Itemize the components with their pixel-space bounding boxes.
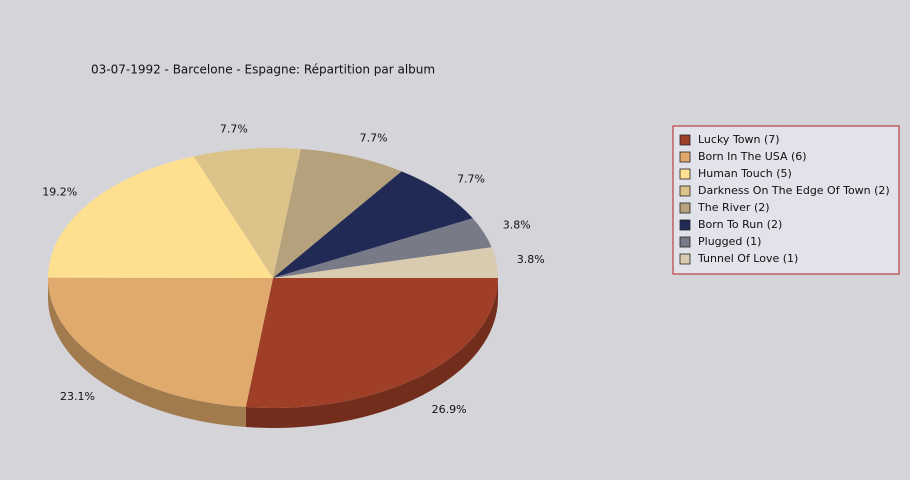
slice: [48, 277, 274, 408]
legend-swatch: [679, 151, 691, 163]
slice: [273, 171, 473, 278]
legend-label: Born In The USA (6): [698, 150, 807, 163]
slice: [273, 149, 402, 278]
legend-box: [672, 125, 900, 275]
slice: [193, 148, 301, 278]
legend-label: Born To Run (2): [698, 218, 782, 231]
legend-swatch: [679, 168, 691, 180]
legend-label: Human Touch (5): [698, 167, 792, 180]
slice-side: [48, 278, 246, 428]
legend-swatch: [679, 219, 691, 231]
value-label: 23.1%: [60, 390, 95, 403]
legend-swatch: [679, 202, 691, 214]
legend-label: Lucky Town (7): [698, 133, 780, 146]
legend-label: Tunnel Of Love (1): [697, 252, 798, 265]
value-label: 26.9%: [432, 403, 467, 416]
slice: [48, 156, 273, 278]
slice-side: [245, 278, 498, 429]
chart-title: 03-07-1992 - Barcelone - Espagne: Répart…: [91, 63, 435, 77]
value-label: 7.7%: [360, 131, 388, 144]
value-label: 3.8%: [503, 219, 531, 232]
value-label: 3.8%: [517, 253, 545, 266]
legend-label: Plugged (1): [698, 235, 761, 248]
legend-swatch: [679, 134, 691, 146]
value-label: 19.2%: [42, 186, 77, 199]
legend-label: Darkness On The Edge Of Town (2): [698, 184, 890, 197]
slice: [273, 218, 492, 278]
slice: [245, 278, 498, 408]
value-label: 7.7%: [220, 123, 248, 136]
slice: [273, 247, 498, 278]
legend-swatch: [679, 236, 691, 248]
legend-swatch: [679, 185, 691, 197]
value-label: 7.7%: [457, 172, 485, 185]
legend-swatch: [679, 253, 691, 265]
legend-label: The River (2): [697, 201, 770, 214]
